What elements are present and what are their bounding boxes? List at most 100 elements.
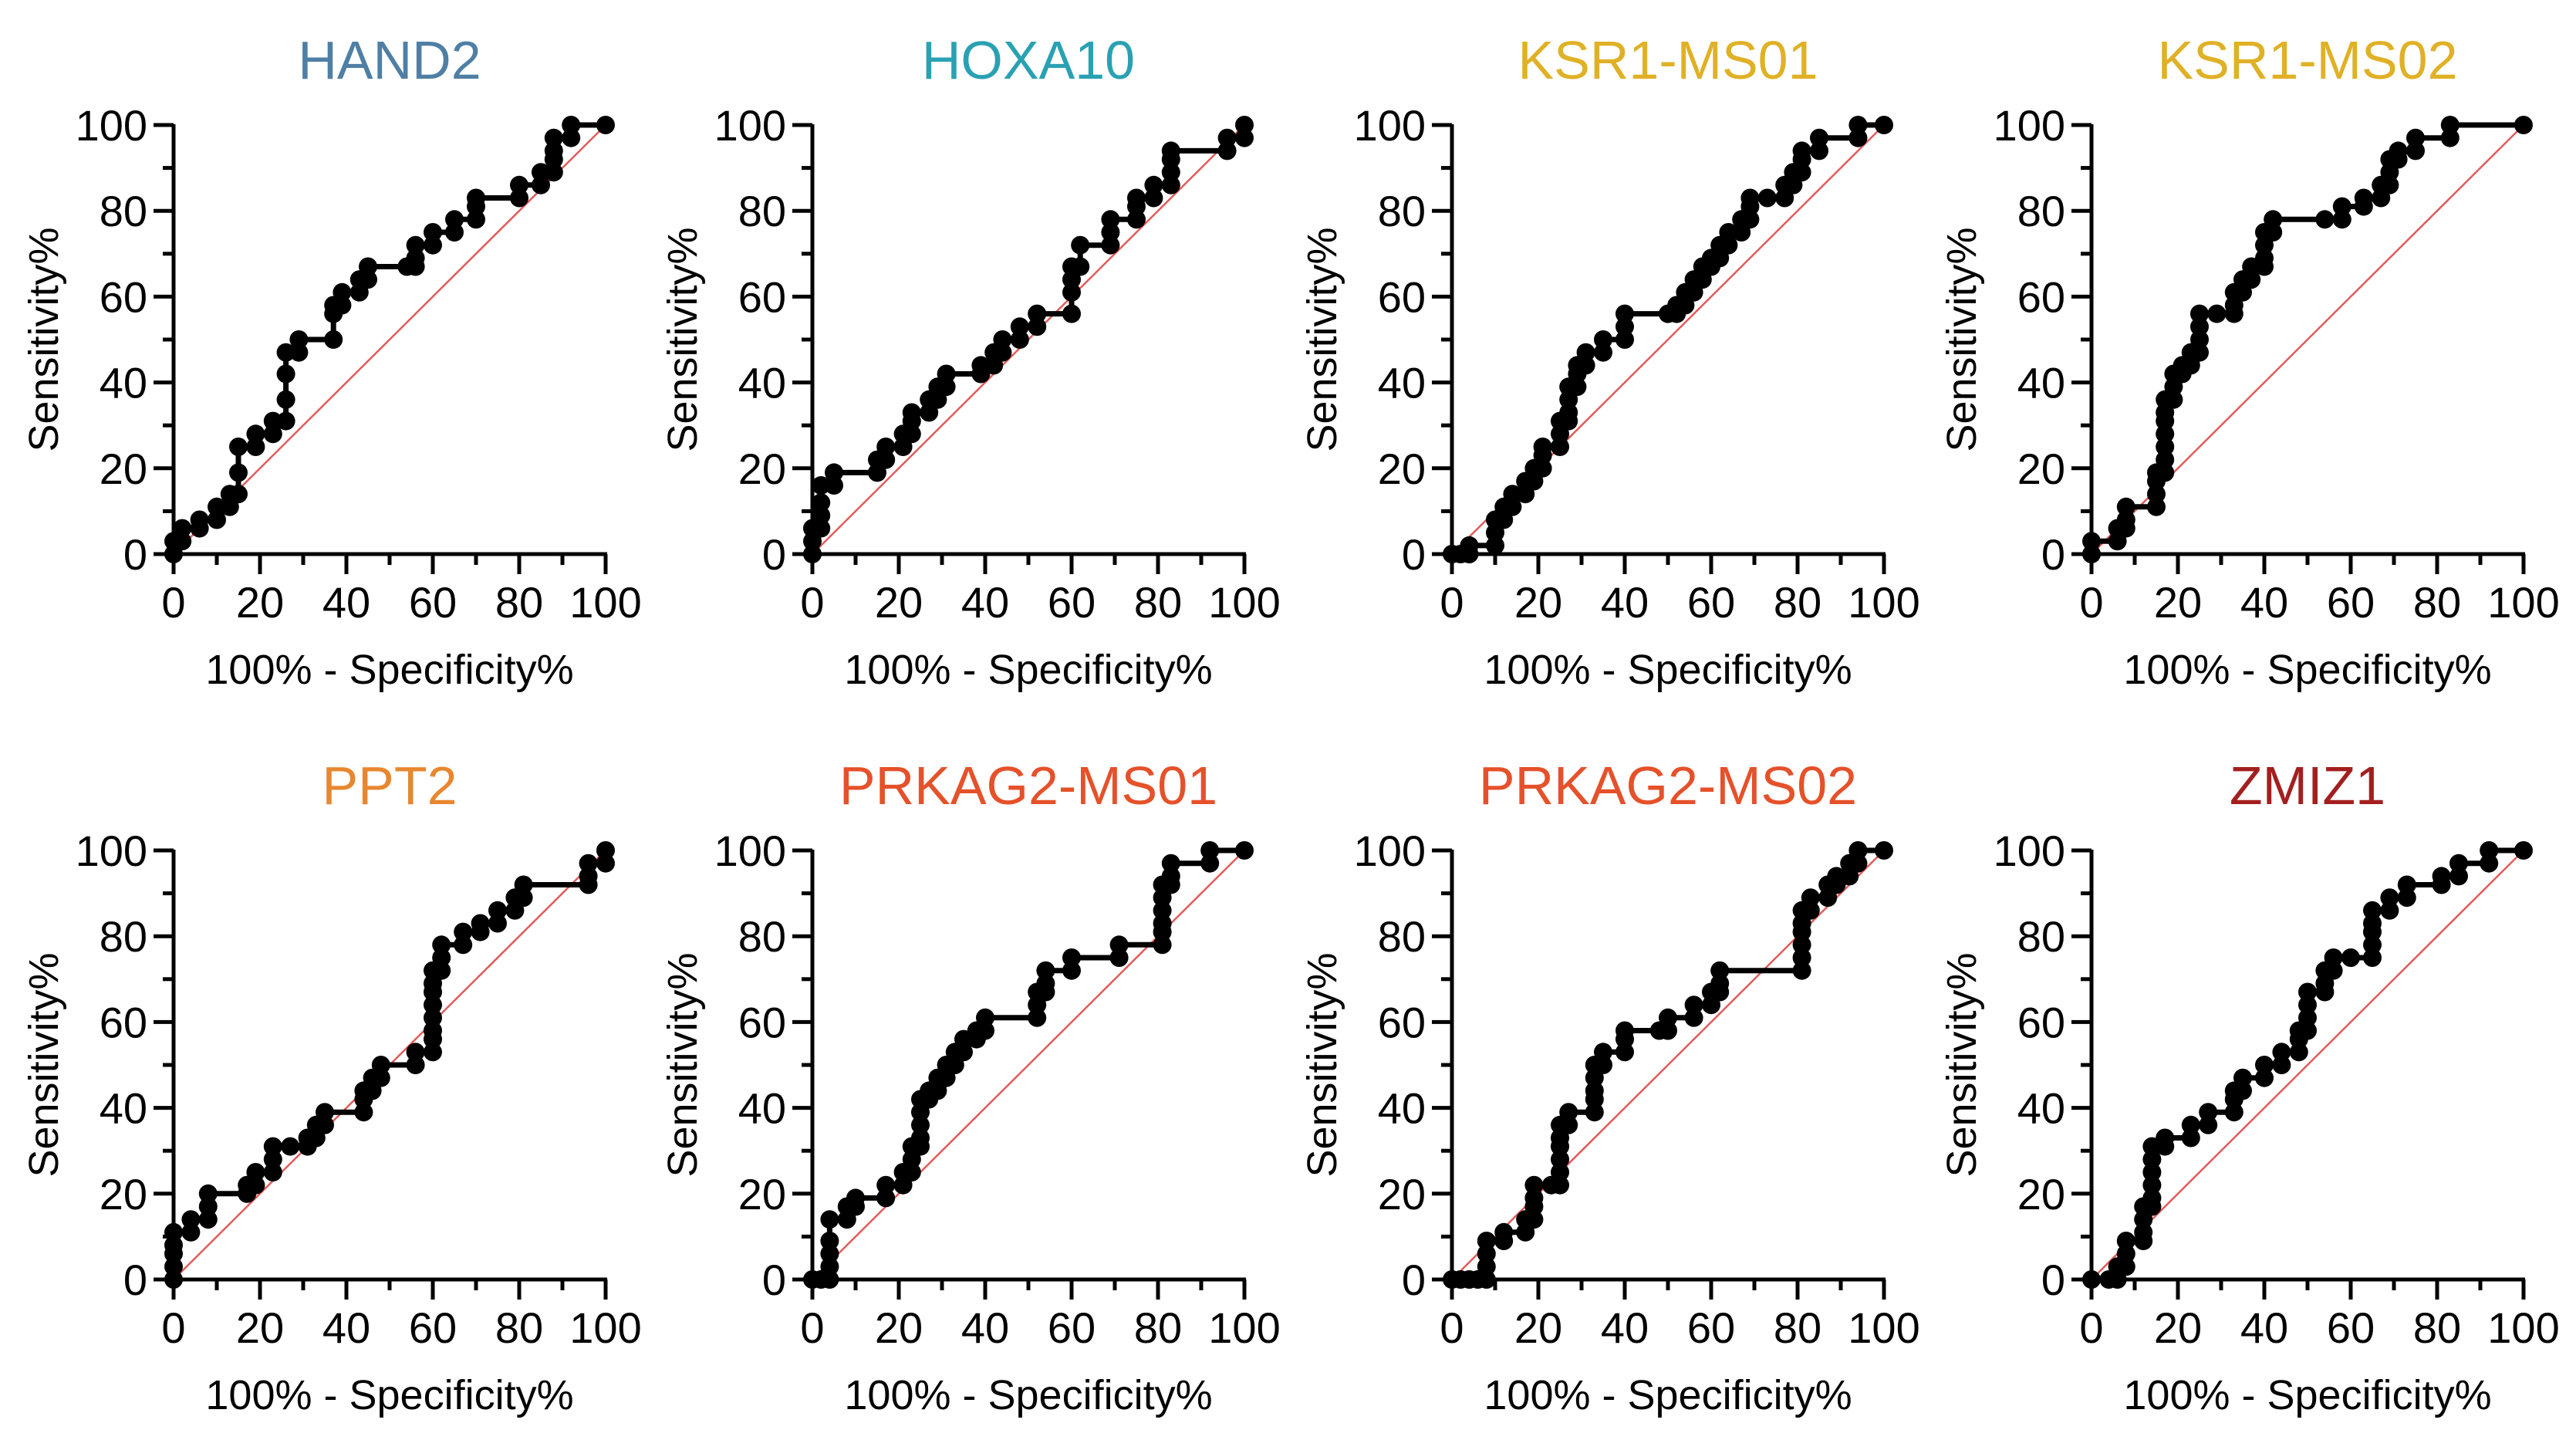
roc-point	[1109, 935, 1129, 955]
roc-point	[2116, 1244, 2135, 1263]
roc-point	[2298, 1021, 2317, 1040]
roc-point	[276, 364, 295, 384]
roc-point	[2406, 128, 2425, 147]
roc-point	[1524, 1175, 1544, 1195]
roc-point	[2363, 935, 2382, 955]
roc-point	[445, 223, 464, 242]
x-tick-label: 60	[409, 578, 457, 627]
x-axis-label: 100% - Specificity%	[2123, 647, 2491, 693]
chart-panel: ZMIZ1 0 20 40 60 80 100 0 20 40 60 80 100 100% - Spec…	[1939, 755, 2560, 1418]
roc-point	[510, 188, 528, 208]
roc-point	[812, 476, 831, 495]
roc-point	[1477, 1232, 1496, 1250]
roc-point	[825, 463, 843, 482]
roc-point	[2272, 1056, 2291, 1074]
x-tick-label: 40	[322, 578, 370, 627]
roc-point	[1477, 1257, 1496, 1276]
roc-point	[2147, 485, 2166, 504]
roc-point	[424, 223, 442, 242]
x-tick-label: 0	[2079, 578, 2103, 627]
roc-point	[1551, 1175, 1569, 1195]
roc-point	[993, 330, 1012, 349]
x-tick-label: 20	[236, 578, 284, 627]
roc-point	[2164, 390, 2183, 409]
y-tick-label: 80	[738, 912, 786, 961]
y-tick-label: 20	[738, 445, 786, 493]
roc-point	[1144, 175, 1163, 194]
y-tick-label: 0	[123, 530, 147, 579]
roc-point	[1153, 914, 1172, 933]
y-axis-label: Sensitivity%	[1299, 952, 1345, 1177]
roc-point	[2242, 270, 2261, 289]
roc-point	[1460, 536, 1479, 555]
roc-point	[1144, 188, 1163, 208]
roc-point	[1153, 901, 1172, 920]
x-axis-label: 100% - Specificity%	[2123, 1372, 2491, 1418]
x-tick-label: 40	[2240, 578, 2288, 627]
roc-point	[406, 1043, 425, 1062]
y-tick-label: 0	[2041, 1256, 2065, 1304]
roc-point	[2116, 510, 2135, 529]
y-tick-label: 80	[100, 912, 147, 961]
roc-point	[1615, 330, 1634, 349]
roc-point	[1594, 343, 1612, 362]
roc-point	[424, 1008, 442, 1027]
x-tick-label: 0	[1440, 1303, 1464, 1352]
y-tick-label: 20	[2017, 445, 2065, 493]
roc-point	[2190, 317, 2209, 336]
roc-point	[1740, 188, 1760, 208]
roc-point	[1559, 403, 1578, 422]
x-tick-label: 80	[495, 1303, 543, 1352]
roc-point	[2142, 1150, 2162, 1169]
roc-point	[424, 1021, 442, 1040]
roc-point	[1028, 304, 1047, 323]
roc-point	[1494, 1222, 1514, 1242]
roc-point	[229, 485, 248, 504]
y-tick-label: 60	[100, 998, 147, 1046]
roc-point	[1576, 343, 1595, 362]
roc-point	[2116, 1232, 2135, 1250]
roc-point	[1010, 330, 1029, 349]
y-tick-label: 60	[1378, 272, 1426, 321]
roc-point	[1071, 257, 1090, 276]
y-tick-label: 0	[1402, 1256, 1426, 1304]
x-tick-label: 60	[1048, 578, 1096, 627]
chart-panel: KSR1-MS01 0 20 40 60 80 100 0 20 40 60 80 100 100% - …	[1299, 30, 1920, 693]
roc-point	[1036, 974, 1055, 993]
roc-point	[354, 1103, 373, 1122]
roc-point	[289, 330, 309, 349]
roc-point	[2480, 854, 2499, 873]
x-tick-label: 100	[1848, 578, 1919, 627]
y-tick-label: 40	[1378, 1084, 1426, 1133]
x-tick-label: 100	[1208, 578, 1280, 627]
roc-point	[1659, 1008, 1677, 1027]
roc-point	[876, 1188, 896, 1208]
roc-point	[1161, 141, 1180, 161]
x-tick-label: 60	[2327, 1303, 2375, 1352]
y-tick-label: 40	[2017, 1084, 2065, 1133]
reference-line	[812, 850, 1245, 1280]
roc-point	[2514, 116, 2533, 134]
y-tick-label: 40	[100, 1084, 147, 1133]
roc-point	[562, 128, 581, 147]
x-tick-label: 0	[2079, 1303, 2103, 1352]
roc-point	[276, 343, 295, 362]
roc-point	[359, 270, 377, 289]
roc-point	[1719, 223, 1738, 242]
roc-point	[1036, 961, 1055, 980]
roc-point	[911, 1128, 930, 1148]
roc-point	[1615, 304, 1634, 323]
roc-point	[2082, 1270, 2101, 1289]
roc-point	[1615, 317, 1634, 336]
roc-point	[976, 1021, 994, 1040]
x-tick-label: 60	[1687, 1303, 1735, 1352]
roc-point	[1710, 961, 1730, 980]
roc-point	[2264, 223, 2283, 242]
roc-point	[1533, 438, 1552, 456]
roc-point	[1594, 1056, 1612, 1074]
roc-point	[902, 403, 921, 422]
roc-point	[2449, 854, 2468, 873]
roc-point	[333, 296, 352, 315]
roc-point	[1792, 163, 1811, 182]
roc-point	[510, 175, 528, 194]
